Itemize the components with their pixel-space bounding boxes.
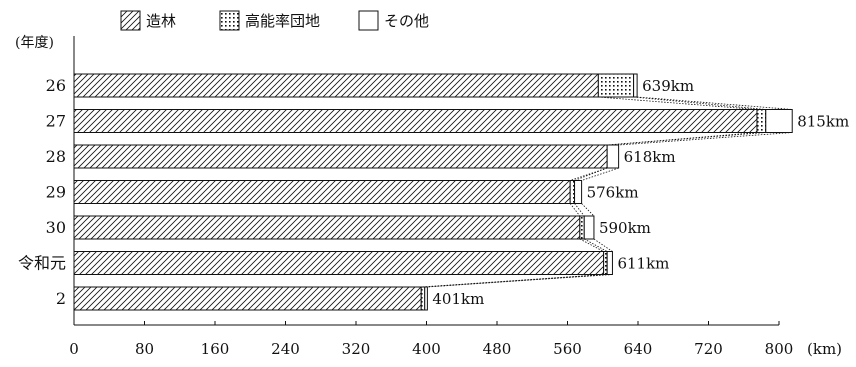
bar-segment-blank [424,286,428,311]
total-label: 401km [432,290,484,308]
bar-segment-diagonal-hatch [73,251,605,275]
total-label: 618km [624,148,676,166]
bar-segment-dots [579,215,585,240]
x-tick-label: 240 [271,340,300,358]
category-label: 30 [46,218,66,237]
connector-line-end [593,238,613,252]
bar-segment-diagonal-hatch [73,73,599,98]
legend-swatch-diagonal-hatch [120,10,141,31]
x-tick-label: 400 [412,340,441,358]
connector-line-split [607,132,758,146]
x-tick-label: 720 [694,340,723,358]
bar-segment-diagonal-hatch [73,286,422,311]
connector-line-split [574,203,585,217]
category-label: 令和元 [18,254,66,273]
total-label: 639km [642,77,694,95]
category-label: 29 [46,183,66,202]
total-label: 590km [599,219,651,237]
bar-segment-dots [597,73,635,98]
bar-segment-dots [756,109,767,133]
bar-segment-blank [606,251,613,275]
connector-line-end [581,203,595,217]
legend-swatch-dots [219,10,240,31]
connector-line-split [607,132,766,146]
bar-segment-diagonal-hatch [73,180,571,204]
bar-segment-blank [765,109,793,133]
legend-label: その他 [384,12,429,30]
bar-segment-diagonal-hatch [73,144,608,169]
connector-line-split [598,96,758,110]
bar-segment-diagonal-hatch [73,215,581,240]
connector-line-split [570,167,608,181]
x-tick-label: 320 [342,340,371,358]
bar-segment-dots [420,286,426,311]
x-tick-label: 640 [624,340,653,358]
legend-swatch-blank [358,10,379,31]
bar-segment-dots [603,251,608,275]
x-tick-label: 480 [483,340,512,358]
x-tick-label: 560 [553,340,582,358]
connector-line-end [618,132,793,146]
bar-segment-diagonal-hatch [73,109,758,133]
connector-line-end [427,274,613,288]
x-tick-label: 80 [135,340,154,358]
total-label: 815km [797,113,849,131]
connector-line-split [633,96,766,110]
connector-line-end [581,167,619,181]
category-label: 28 [46,147,66,166]
connector-line-split [569,203,581,217]
total-label: 576km [587,184,639,202]
bar-segment-blank [633,73,638,98]
bar-segment-blank [583,215,595,240]
bar-segment-dots [569,180,576,204]
category-label: 2 [56,289,66,308]
x-tick-label: 0 [69,340,79,358]
x-axis-unit: (km) [807,340,842,358]
x-tick-label: 800 [765,340,794,358]
connector-line-split [574,167,608,181]
category-label: 26 [46,76,66,95]
legend-label: 造林 [146,12,176,30]
y-axis-label: (年度) [15,35,54,51]
connector-line-split [584,238,608,252]
category-label: 27 [46,112,66,131]
connector-line-end [637,96,793,110]
bar-segment-blank [574,180,583,204]
x-tick-label: 160 [201,340,230,358]
total-label: 611km [617,255,669,273]
bar-segment-blank [606,144,620,169]
legend-label: 高能率団地 [245,12,320,30]
connector-line-split [579,238,604,252]
